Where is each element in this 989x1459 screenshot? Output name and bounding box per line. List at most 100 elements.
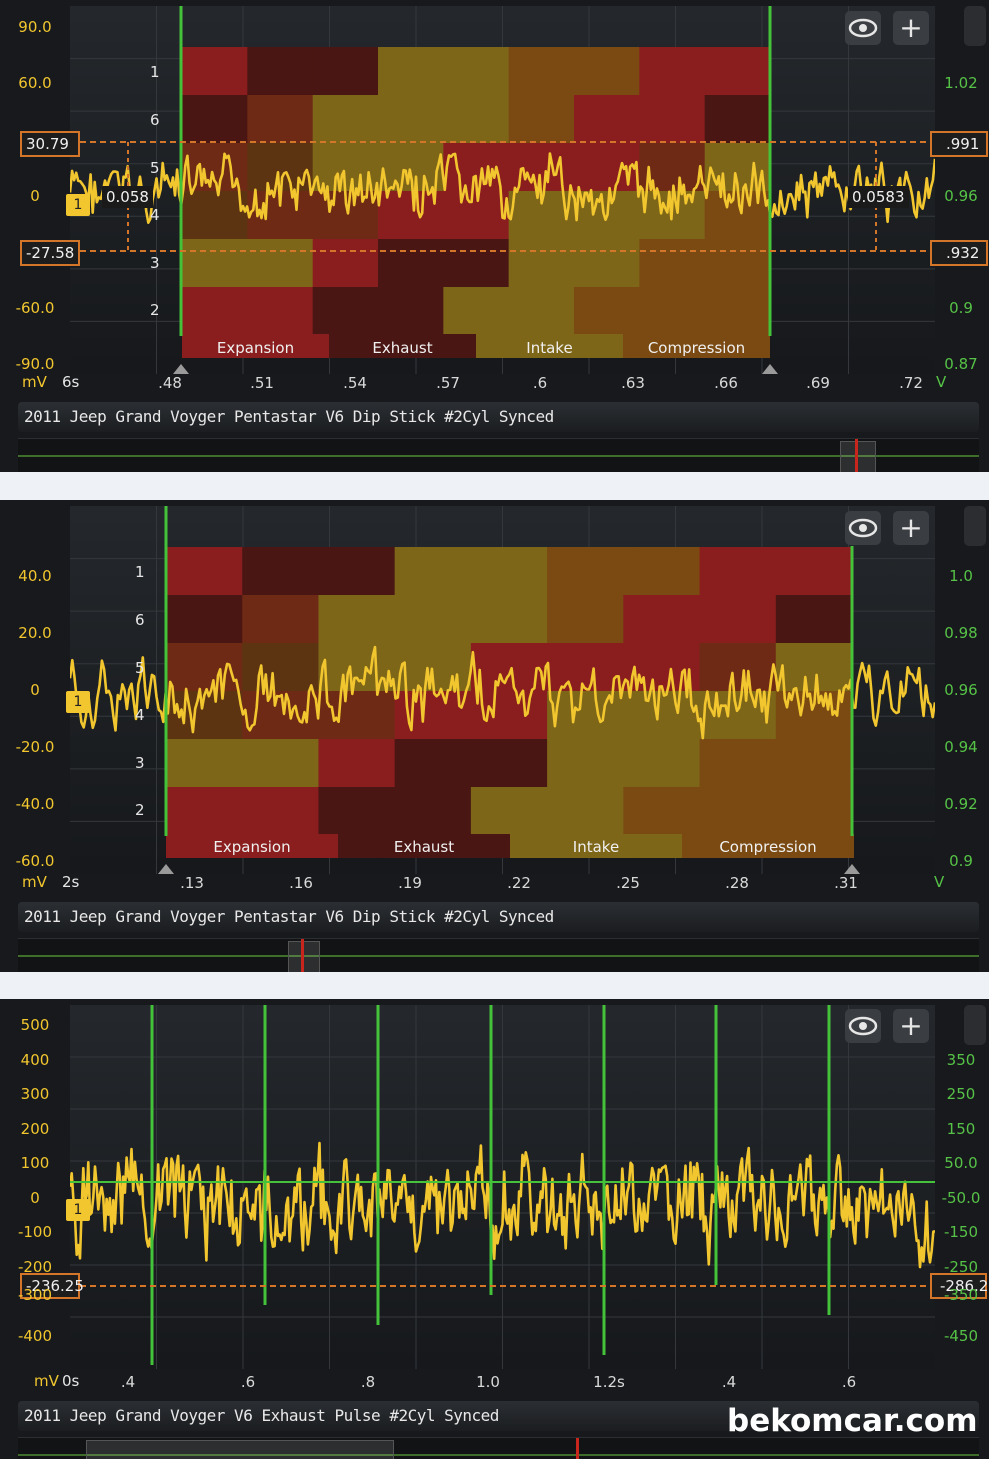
cycle-cell (247, 47, 314, 96)
cursor-tag-right[interactable]: -286.25 (930, 1273, 989, 1299)
phase-label: Exhaust (393, 838, 455, 856)
x-tick-label: 1.2s (593, 1373, 625, 1391)
cycle-cell (508, 47, 575, 96)
right-tick-label: -350 (943, 1286, 979, 1304)
minimap-window[interactable] (288, 941, 320, 972)
cycle-cell (574, 239, 640, 288)
scope-panel-2: mV 2s V 1 + 2011 Jeep Grand Voyger Penta… (0, 500, 989, 972)
right-tick-label: 0.96 (944, 187, 978, 205)
x-tick-label: .6 (532, 374, 548, 392)
plot-area-3[interactable] (70, 1005, 935, 1369)
add-button[interactable]: + (893, 1009, 929, 1043)
right-tick-label: -250 (943, 1258, 979, 1276)
cycle-cell (394, 595, 472, 644)
plot-area-1[interactable] (70, 6, 935, 374)
time-marker-triangle (173, 364, 189, 374)
cycle-cell (166, 595, 243, 644)
x-tick-label: .72 (899, 374, 923, 392)
time-marker-triangle (844, 864, 860, 874)
add-button[interactable]: + (893, 11, 929, 45)
cycle-cell (443, 47, 510, 96)
waveform-canvas-1 (70, 6, 935, 374)
cursor-tag-left-lower[interactable]: -27.58 (20, 240, 80, 266)
left-tick-label: 500 (20, 1016, 50, 1034)
minimap-window[interactable] (840, 441, 876, 472)
minimap-cursor[interactable] (855, 439, 858, 472)
minimap-3[interactable] (18, 1437, 979, 1459)
right-tick-label: 350 (946, 1051, 976, 1069)
phase-label: Expansion (213, 838, 291, 856)
eye-icon-glyph (848, 18, 878, 38)
left-tick-label: -60.0 (15, 299, 55, 317)
cycle-cell (378, 239, 444, 288)
exhaust-pulse-trace (70, 1141, 935, 1269)
left-tick-label: 0 (30, 681, 40, 699)
cycle-cell (470, 547, 548, 596)
minimap-window[interactable] (86, 1440, 394, 1459)
cursor-tag-right-upper[interactable]: .991 (930, 131, 988, 157)
time-marker-triangle (158, 864, 174, 874)
channel-marker-1[interactable]: 1 (66, 194, 90, 216)
phase-band (476, 334, 623, 358)
phase-label: Intake (572, 838, 620, 856)
left-tick-label: 0 (30, 1189, 40, 1207)
x-start-2: 2s (62, 873, 80, 891)
right-tick-label: 0.87 (944, 355, 978, 373)
add-button[interactable]: + (893, 511, 929, 545)
channel-marker-3[interactable]: 1 (66, 1199, 90, 1221)
minimap-1[interactable] (18, 438, 979, 472)
cycle-cell (443, 239, 510, 288)
cycle-cell (470, 595, 548, 644)
eye-icon[interactable] (845, 1009, 881, 1043)
cycle-cell (182, 239, 248, 288)
cycle-cell (318, 739, 396, 788)
minimap-trace (18, 1454, 979, 1456)
eye-icon[interactable] (845, 11, 881, 45)
cycle-cell (574, 47, 640, 96)
left-tick-label: 200 (20, 1120, 50, 1138)
channel-marker-2[interactable]: 1 (66, 691, 90, 713)
watermark: bekomcar.com (727, 1403, 978, 1439)
minimap-cursor[interactable] (576, 1438, 579, 1459)
waveform-canvas-2 (70, 506, 935, 874)
cycle-cell (775, 595, 853, 644)
eye-icon[interactable] (845, 511, 881, 545)
minimap-cursor[interactable] (301, 939, 304, 972)
side-handle[interactable] (964, 1005, 986, 1045)
eye-icon-glyph (848, 518, 878, 538)
cursor-tag-left[interactable]: -236.25 (20, 1273, 84, 1299)
x-start-1: 6s (62, 373, 80, 391)
cycle-cell (704, 47, 771, 96)
cylinder-label: 5 (150, 159, 160, 177)
plot-area-2[interactable] (70, 506, 935, 874)
cycle-cell (547, 547, 624, 596)
x-tick-label: .8 (360, 1373, 376, 1391)
x-tick-label: .4 (120, 1373, 136, 1391)
minimap-trace (18, 455, 979, 457)
measurement-left: 0.058 (102, 186, 153, 208)
cursor-tag-right-lower[interactable]: .932 (930, 240, 988, 266)
left-tick-label: -60.0 (15, 852, 55, 870)
cycle-cell (623, 595, 701, 644)
cycle-cell (574, 95, 640, 144)
x-tick-label: .63 (621, 374, 645, 392)
phase-label: Compression (647, 339, 746, 357)
cycle-cell (443, 95, 510, 144)
cycle-cell (182, 95, 248, 144)
right-unit-1: V (936, 373, 947, 391)
cycle-cell (182, 287, 248, 336)
left-tick-label: -300 (17, 1286, 53, 1304)
left-tick-label: -400 (17, 1327, 53, 1345)
cycle-cell (639, 239, 706, 288)
minimap-2[interactable] (18, 938, 979, 972)
cycle-cell (247, 287, 314, 336)
cycle-cell (508, 95, 575, 144)
left-unit-1: mV (22, 373, 47, 391)
cycle-cell (394, 787, 472, 836)
right-unit-2: V (934, 873, 945, 891)
cursor-tag-left-upper[interactable]: 30.79 (20, 131, 80, 157)
side-handle[interactable] (964, 6, 986, 46)
side-handle[interactable] (964, 506, 986, 546)
cycle-cell (547, 787, 624, 836)
left-tick-label: 90.0 (18, 18, 52, 36)
